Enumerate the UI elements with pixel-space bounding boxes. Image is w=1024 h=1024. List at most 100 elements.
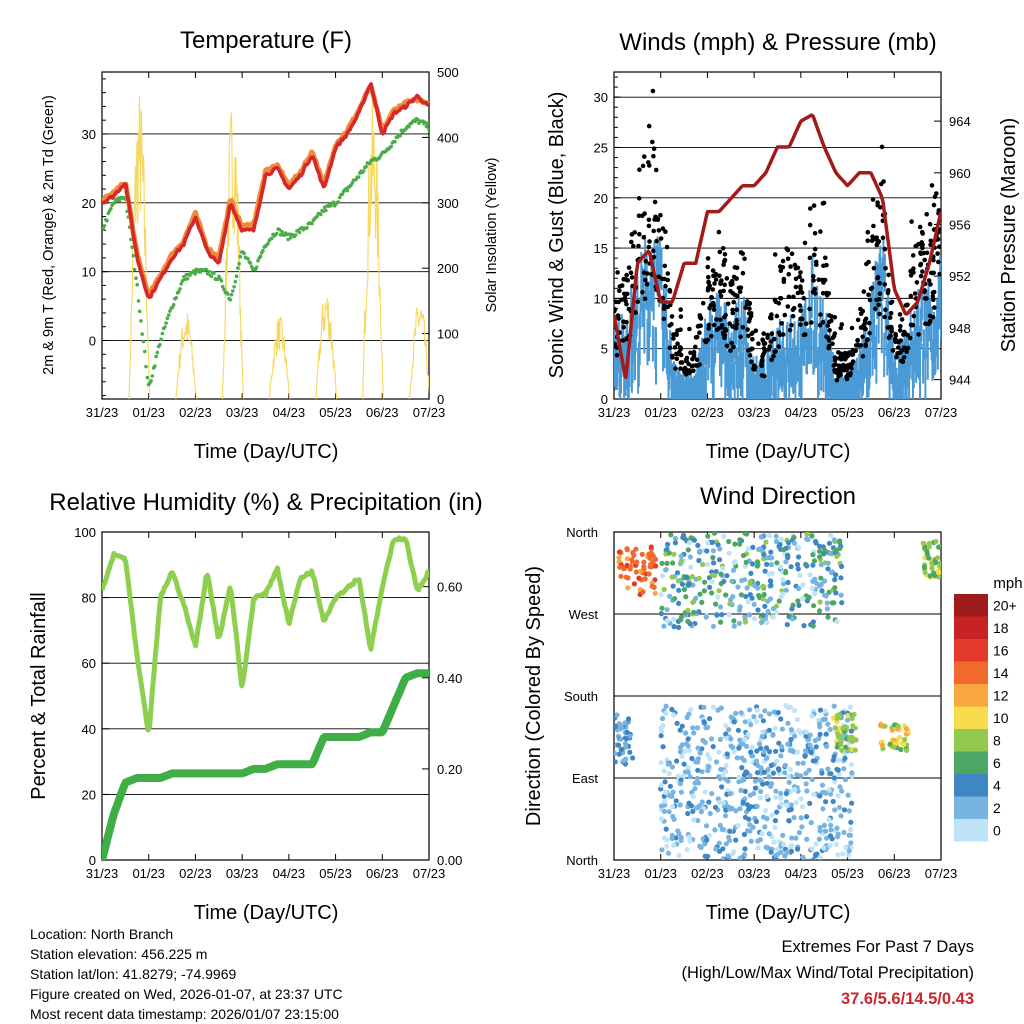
gust-point (625, 278, 630, 283)
wind-direction-point (751, 616, 758, 622)
dewpoint-point (393, 140, 397, 144)
gust-point (705, 256, 711, 261)
station-location: Location: North Branch (30, 926, 174, 942)
wind-direction-point (792, 733, 798, 739)
gust-point (813, 259, 819, 265)
wind-direction-point (800, 595, 806, 601)
wind-direction-point (793, 800, 799, 806)
gust-point (824, 262, 829, 268)
wind-direction-point (770, 731, 776, 738)
wind-direction-point (825, 721, 831, 727)
gust-point (651, 248, 656, 254)
wind-direction-point (799, 824, 805, 830)
gust-point (781, 279, 787, 285)
gust-point (809, 320, 814, 325)
wind-direction-point (784, 802, 790, 808)
gust-point (890, 348, 896, 353)
wind-direction-point (618, 573, 624, 579)
wind-direction-point (686, 800, 692, 806)
wind-direction-point (696, 609, 702, 615)
wind-direction-point (800, 582, 806, 588)
humidity-y2-tick-label: 0.20 (437, 762, 462, 777)
wind-direction-point (664, 837, 670, 843)
gust-point (697, 362, 702, 367)
gust-point (671, 336, 676, 341)
wind-direction-point (680, 534, 686, 541)
wind-direction-point (781, 547, 787, 553)
wind-direction-point (670, 712, 677, 718)
wind-direction-point (743, 593, 749, 600)
wind-direction-point (719, 784, 725, 790)
dewpoint-point (159, 337, 163, 342)
gust-point (865, 337, 870, 342)
wind-direction-point (922, 569, 928, 576)
dewpoint-point (305, 226, 309, 230)
wind-direction-point (735, 727, 742, 733)
wind-direction-point (783, 702, 789, 709)
wind-direction-point (846, 808, 852, 814)
gust-point (624, 302, 629, 307)
wind-direction-point (835, 793, 841, 799)
humidity-y-label: Percent & Total Rainfall (28, 592, 50, 800)
wind-direction-point (838, 563, 845, 570)
gust-point (791, 294, 796, 300)
winds-x-tick-label: 03/23 (738, 405, 771, 420)
wind-direction-point (679, 581, 686, 587)
gust-point (629, 239, 634, 245)
gust-point (905, 345, 911, 351)
wind-direction-point (700, 737, 706, 743)
gust-point (616, 299, 621, 305)
direction-y-tick-label: North (566, 853, 598, 868)
wind-direction-point (742, 532, 748, 536)
wind-direction-point (727, 828, 733, 834)
wind-direction-point (764, 620, 770, 626)
wind-direction-point (766, 774, 772, 780)
wind-direction-point (761, 591, 767, 598)
wind-direction-point (676, 600, 682, 607)
direction-x-tick-label: 04/23 (785, 866, 818, 881)
gust-point (786, 272, 791, 277)
gust-point (771, 353, 776, 359)
wind-direction-point (774, 560, 780, 566)
wind-direction-point (711, 532, 718, 536)
wind-direction-point (719, 612, 725, 618)
wind-direction-point (768, 549, 774, 555)
wind-direction-point (895, 723, 901, 729)
gust-point (722, 282, 727, 288)
wind-direction-point (678, 614, 685, 620)
gust-point (724, 343, 730, 349)
gust-point (614, 307, 618, 312)
gust-point (836, 356, 842, 361)
wind-direction-point (678, 558, 685, 564)
wind-direction-point (816, 836, 823, 842)
wind-direction-point (779, 744, 785, 750)
dewpoint-point (141, 339, 146, 344)
wind-direction-point (776, 598, 782, 604)
gust-point (769, 331, 775, 337)
legend-label: 10 (993, 710, 1009, 726)
wind-direction-point (837, 538, 843, 544)
wind-direction-point (838, 575, 844, 581)
wind-direction-point (767, 578, 774, 584)
gust-point (798, 316, 803, 322)
wind-direction-point (702, 853, 708, 859)
wind-direction-point (710, 704, 717, 710)
gust-point (930, 290, 936, 296)
wind-direction-point (689, 574, 696, 580)
wind-direction-point (832, 807, 838, 813)
gust-point (662, 263, 668, 269)
dewpoint-point (324, 208, 328, 213)
wind-direction-point (827, 726, 833, 733)
wind-direction-point (617, 564, 623, 570)
wind-direction-point (710, 623, 717, 629)
wind-direction-point (796, 830, 803, 836)
dewpoint-point (188, 273, 192, 278)
gust-point (740, 251, 745, 256)
wind-direction-point (769, 555, 775, 561)
gust-point (811, 274, 816, 279)
wind-direction-point (738, 592, 745, 598)
wind-direction-point (697, 750, 703, 756)
wind-direction-point (706, 799, 712, 805)
gust-point (826, 345, 831, 351)
wind-direction-point (828, 827, 834, 833)
